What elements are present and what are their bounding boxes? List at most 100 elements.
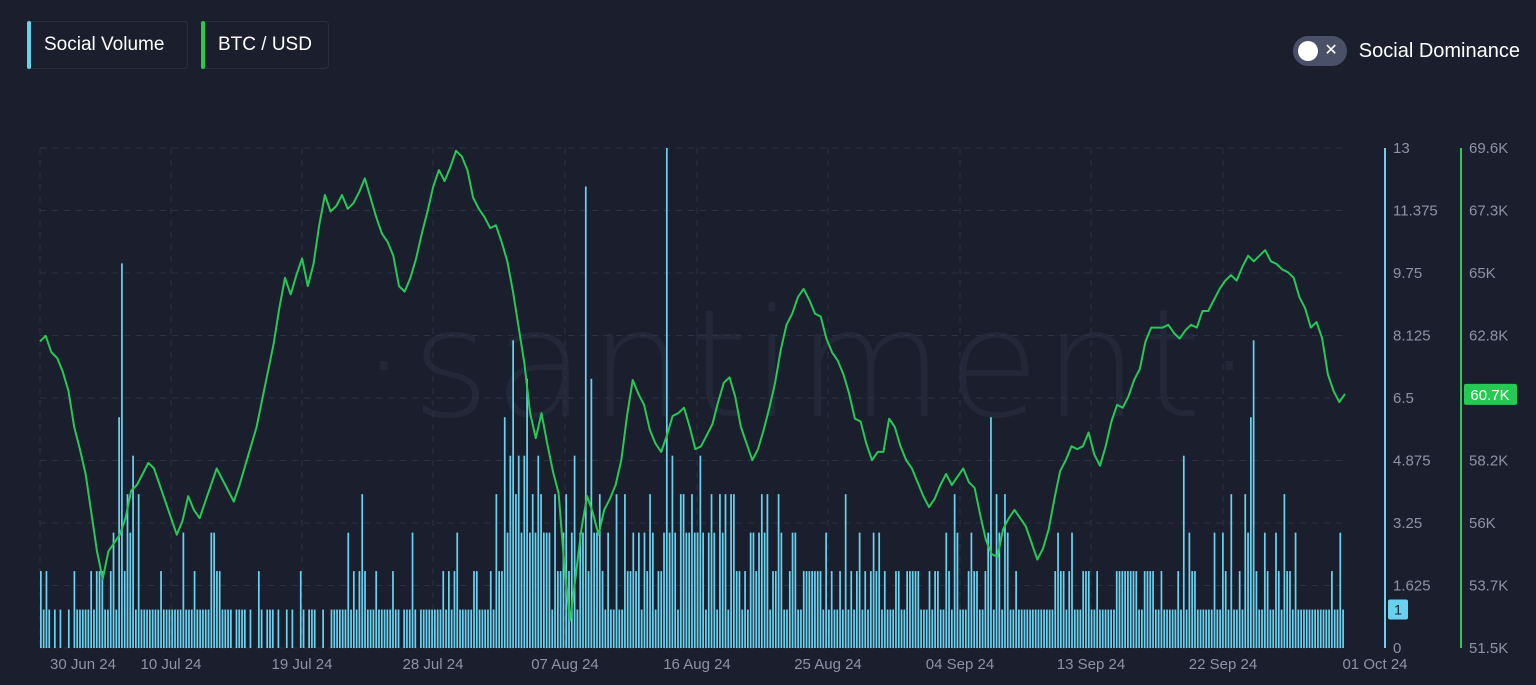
x-tick-label: 13 Sep 24 bbox=[1057, 656, 1125, 673]
social-volume-current-value: 1 bbox=[1394, 602, 1402, 618]
social-volume-bar bbox=[411, 532, 414, 648]
social-volume-bar bbox=[1196, 609, 1199, 648]
social-volume-bar bbox=[741, 609, 744, 648]
social-volume-bar bbox=[716, 609, 718, 648]
social-volume-bar bbox=[190, 609, 193, 648]
social-volume-bar bbox=[640, 609, 643, 648]
social-volume-bar bbox=[534, 532, 537, 648]
x-tick-label: 19 Jul 24 bbox=[272, 656, 333, 673]
social-volume-bar bbox=[151, 609, 154, 648]
social-volume-bar bbox=[1115, 571, 1118, 648]
social-volume-bar bbox=[235, 609, 238, 648]
social-volume-bar bbox=[389, 609, 392, 648]
social-volume-bar bbox=[738, 571, 741, 648]
social-volume-bar bbox=[1076, 609, 1079, 648]
social-volume-bar bbox=[171, 609, 174, 648]
social-volume-bar bbox=[115, 609, 118, 648]
social-volume-bar bbox=[517, 455, 520, 648]
social-volume-bar bbox=[121, 263, 123, 648]
social-volume-tick: 8.125 bbox=[1393, 328, 1431, 345]
social-volume-bar bbox=[98, 571, 101, 648]
social-volume-bar bbox=[881, 609, 883, 648]
legend-btc-usd[interactable]: BTC / USD bbox=[201, 21, 329, 69]
social-volume-bar bbox=[350, 609, 352, 648]
social-volume-bar bbox=[101, 571, 104, 648]
social-volume-bar bbox=[1029, 609, 1031, 648]
social-volume-bar bbox=[1191, 571, 1194, 648]
btc-usd-line bbox=[39, 149, 1346, 622]
social-volume-bar bbox=[786, 609, 788, 648]
social-volume-bar bbox=[844, 494, 847, 648]
social-volume-bars bbox=[40, 148, 1344, 648]
legend-social-volume[interactable]: Social Volume bbox=[27, 21, 188, 69]
social-volume-bar bbox=[584, 186, 587, 648]
social-volume-bar bbox=[188, 609, 190, 648]
social-dominance-toggle[interactable]: ✕ bbox=[1292, 36, 1347, 66]
social-volume-bar bbox=[1152, 571, 1154, 648]
social-volume-bar bbox=[819, 571, 822, 648]
social-volume-bar bbox=[727, 609, 730, 648]
social-volume-bar bbox=[612, 609, 615, 648]
social-volume-bar bbox=[1213, 532, 1216, 648]
x-tick-label: 22 Sep 24 bbox=[1189, 656, 1257, 673]
social-volume-bar bbox=[780, 532, 783, 648]
social-volume-bar bbox=[218, 571, 221, 648]
social-volume-bar bbox=[434, 609, 436, 648]
social-volume-bar bbox=[976, 571, 978, 648]
social-dominance-label: Social Dominance bbox=[1358, 39, 1520, 62]
social-volume-bar bbox=[495, 494, 498, 648]
social-volume-bar bbox=[1135, 571, 1138, 648]
social-volume-bar bbox=[1062, 571, 1065, 648]
social-volume-bar bbox=[1149, 571, 1152, 648]
social-volume-bar bbox=[914, 571, 917, 648]
social-volume-bar bbox=[766, 494, 769, 648]
social-volume-bar bbox=[1129, 571, 1132, 648]
social-volume-bar bbox=[126, 494, 129, 648]
social-volume-bar bbox=[579, 532, 582, 648]
social-volume-bar bbox=[473, 571, 475, 648]
social-volume-bar bbox=[196, 609, 199, 648]
social-volume-bar bbox=[556, 571, 559, 648]
social-volume-bar bbox=[928, 571, 931, 648]
social-volume-bar bbox=[459, 609, 461, 648]
social-volume-bar bbox=[883, 571, 886, 648]
social-volume-bar bbox=[1107, 609, 1110, 648]
social-volume-bar bbox=[366, 609, 369, 648]
social-volume-bar bbox=[76, 609, 79, 648]
social-volume-bar bbox=[959, 609, 962, 648]
social-volume-bar bbox=[1188, 532, 1191, 648]
social-volume-tick: 4.875 bbox=[1393, 453, 1431, 470]
social-volume-bar bbox=[311, 609, 313, 648]
social-volume-bar bbox=[48, 609, 51, 648]
social-volume-bar bbox=[137, 494, 140, 648]
social-volume-bar bbox=[713, 532, 716, 648]
x-tick-label: 07 Aug 24 bbox=[531, 656, 599, 673]
social-volume-bar bbox=[1224, 571, 1227, 648]
social-volume-bar bbox=[165, 609, 168, 648]
social-volume-bar bbox=[341, 609, 344, 648]
social-volume-bar bbox=[439, 609, 442, 648]
social-volume-bar bbox=[987, 532, 990, 648]
social-volume-bar bbox=[1032, 609, 1034, 648]
toggle-off-icon: ✕ bbox=[1324, 42, 1338, 59]
social-volume-bar bbox=[825, 532, 827, 648]
social-volume-bar bbox=[257, 571, 260, 648]
social-volume-bar bbox=[615, 494, 618, 648]
social-volume-bar bbox=[104, 609, 106, 648]
social-volume-bar bbox=[1006, 532, 1009, 648]
social-volume-bar bbox=[925, 609, 928, 648]
social-volume-bar bbox=[1305, 609, 1308, 648]
btc-usd-tick: 53.7K bbox=[1469, 578, 1508, 595]
social-volume-bar bbox=[118, 417, 120, 648]
social-volume-bar bbox=[1015, 571, 1017, 648]
social-volume-bar bbox=[154, 609, 157, 648]
social-volume-bar bbox=[1141, 609, 1143, 648]
social-volume-bar bbox=[833, 609, 836, 648]
social-volume-bar bbox=[1034, 609, 1037, 648]
social-volume-bar bbox=[1101, 609, 1104, 648]
social-volume-bar bbox=[358, 571, 361, 648]
social-volume-bar bbox=[1244, 494, 1247, 648]
social-volume-bar bbox=[1308, 609, 1311, 648]
social-volume-bar bbox=[1325, 609, 1328, 648]
social-volume-bar bbox=[576, 609, 579, 648]
